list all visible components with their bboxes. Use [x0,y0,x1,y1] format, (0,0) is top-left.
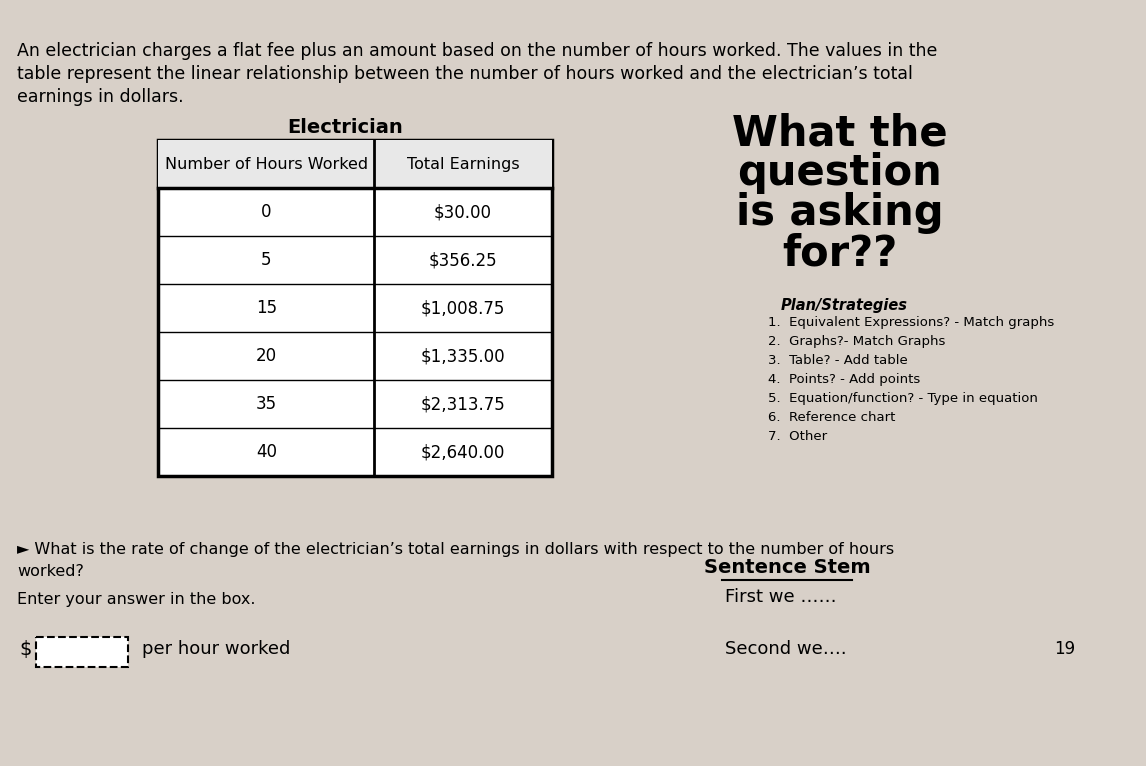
Text: 40: 40 [256,443,277,461]
Text: Enter your answer in the box.: Enter your answer in the box. [17,592,256,607]
Text: 5.  Equation/function? - Type in equation: 5. Equation/function? - Type in equation [768,392,1037,405]
Text: 1.  Equivalent Expressions? - Match graphs: 1. Equivalent Expressions? - Match graph… [768,316,1054,329]
Text: ► What is the rate of change of the electrician’s total earnings in dollars with: ► What is the rate of change of the elec… [17,542,894,557]
Text: An electrician charges a flat fee plus an amount based on the number of hours wo: An electrician charges a flat fee plus a… [17,42,937,60]
Text: Plan/Strategies: Plan/Strategies [782,298,908,313]
Bar [158,140,552,476]
Text: 6.  Reference chart: 6. Reference chart [768,411,895,424]
Text: Total Earnings: Total Earnings [407,156,519,172]
Text: 0: 0 [261,203,272,221]
Text: 2.  Graphs?- Match Graphs: 2. Graphs?- Match Graphs [768,335,945,348]
Text: $: $ [19,640,32,659]
Text: 19: 19 [1054,640,1075,658]
Text: Second we….: Second we…. [724,640,846,658]
Text: 20: 20 [256,347,277,365]
Text: Electrician: Electrician [288,118,403,137]
Text: 5: 5 [261,251,272,269]
Text: $356.25: $356.25 [429,251,497,269]
Text: $30.00: $30.00 [434,203,492,221]
Bar [37,637,127,667]
Text: 4.  Points? - Add points: 4. Points? - Add points [768,373,920,386]
Text: 15: 15 [256,299,277,317]
Text: Number of Hours Worked: Number of Hours Worked [165,156,368,172]
Bar [158,140,552,188]
Text: $1,335.00: $1,335.00 [421,347,505,365]
Text: $2,640.00: $2,640.00 [421,443,505,461]
Text: Sentence Stem: Sentence Stem [704,558,870,577]
Text: 7.  Other: 7. Other [768,430,827,443]
Text: worked?: worked? [17,564,84,579]
Text: earnings in dollars.: earnings in dollars. [17,88,183,106]
Text: table represent the linear relationship between the number of hours worked and t: table represent the linear relationship … [17,65,913,83]
Text: per hour worked: per hour worked [142,640,290,658]
Text: $2,313.75: $2,313.75 [421,395,505,413]
Text: 35: 35 [256,395,277,413]
Text: First we ……: First we …… [724,588,837,606]
Text: What the: What the [732,112,948,154]
Text: for??: for?? [782,232,897,274]
Text: question: question [737,152,942,194]
Text: is asking: is asking [736,192,943,234]
Text: $1,008.75: $1,008.75 [421,299,505,317]
Text: 3.  Table? - Add table: 3. Table? - Add table [768,354,908,367]
